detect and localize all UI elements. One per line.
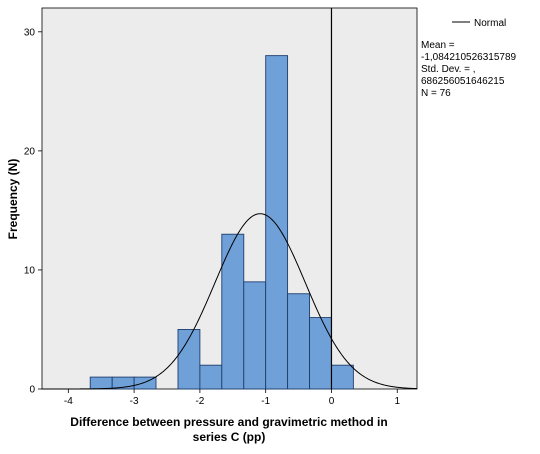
x-tick-label: -3	[130, 396, 139, 407]
x-tick-label: -1	[261, 396, 270, 407]
legend-stat-line-5: N = 76	[421, 88, 451, 99]
legend-stat-line-3: Std. Dev. = ,	[421, 64, 476, 75]
x-axis-title-line-2: series C (pp)	[193, 430, 266, 444]
x-tick-label: -2	[195, 396, 204, 407]
histogram-bar	[243, 281, 267, 390]
x-tick-label: -4	[64, 396, 73, 407]
y-axis: 0 10 20 30	[24, 27, 42, 396]
histogram-bar	[287, 293, 311, 390]
histogram-bar	[199, 364, 223, 390]
y-tick-label: 30	[24, 27, 36, 38]
y-tick-label: 0	[29, 385, 35, 396]
x-axis-title-line-1: Difference between pressure and gravimet…	[70, 415, 387, 429]
x-axis: -4 -3 -2 -1 0 1	[64, 389, 400, 407]
legend-normal-label: Normal	[474, 18, 506, 29]
legend-stat-line-1: Mean =	[421, 40, 455, 51]
x-tick-label: 0	[329, 396, 335, 407]
histogram-bar	[265, 55, 289, 390]
legend: Normal Mean = -1,084210526315789 Std. De…	[421, 18, 517, 99]
y-tick-label: 10	[24, 265, 36, 276]
x-tick-label: 1	[394, 396, 400, 407]
histogram-bar	[133, 376, 157, 390]
histogram-bar	[89, 376, 113, 390]
histogram-bar	[221, 233, 245, 390]
normal-curve	[42, 213, 418, 390]
histogram-bar	[177, 329, 201, 390]
histogram-bar	[331, 364, 354, 390]
y-tick-label: 20	[24, 146, 36, 157]
legend-stat-line-4: 686256051646215	[421, 76, 505, 87]
legend-stat-line-2: -1,084210526315789	[421, 52, 517, 63]
histogram-bar	[309, 317, 332, 390]
y-axis-title: Frequency (N)	[6, 159, 20, 240]
bars	[89, 55, 354, 390]
